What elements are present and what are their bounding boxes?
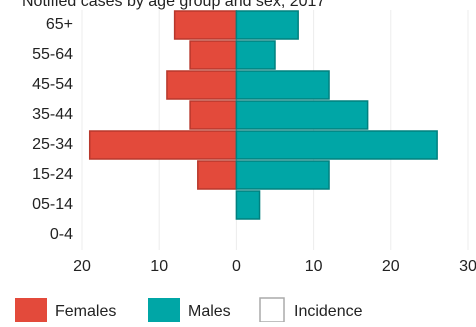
legend-label: Females <box>55 303 116 320</box>
legend-swatch <box>259 297 285 323</box>
x-tick-label: 10 <box>305 258 323 275</box>
bar <box>189 40 238 70</box>
y-tick-label: 25-34 <box>32 136 73 153</box>
bar <box>235 70 330 100</box>
bar <box>235 190 261 220</box>
bar <box>235 160 330 190</box>
bar <box>173 10 238 40</box>
bar <box>189 100 238 130</box>
y-tick-label: 45-54 <box>32 76 73 93</box>
bar <box>235 130 438 160</box>
chart-title: Notified cases by age group and sex, 201… <box>22 0 325 10</box>
x-tick-label: 20 <box>73 258 91 275</box>
y-tick-label: 65+ <box>46 16 73 33</box>
bar <box>197 160 238 190</box>
bar <box>235 40 276 70</box>
x-tick-label: 10 <box>150 258 168 275</box>
y-tick-label: 55-64 <box>32 46 73 63</box>
legend-swatch <box>15 298 47 322</box>
y-tick-label: 35-44 <box>32 106 73 123</box>
legend-label: Incidence <box>294 303 363 320</box>
bar <box>166 70 238 100</box>
y-tick-label: 05-14 <box>32 196 73 213</box>
legend-swatch <box>148 298 180 322</box>
x-tick-label: 0 <box>232 258 241 275</box>
bar <box>88 130 238 160</box>
x-tick-label: 20 <box>382 258 400 275</box>
y-tick-label: 15-24 <box>32 166 73 183</box>
bar <box>235 10 299 40</box>
y-tick-label: 0-4 <box>50 226 73 243</box>
x-tick-label: 30 <box>459 258 476 275</box>
bar <box>235 100 369 130</box>
legend-label: Males <box>188 303 231 320</box>
